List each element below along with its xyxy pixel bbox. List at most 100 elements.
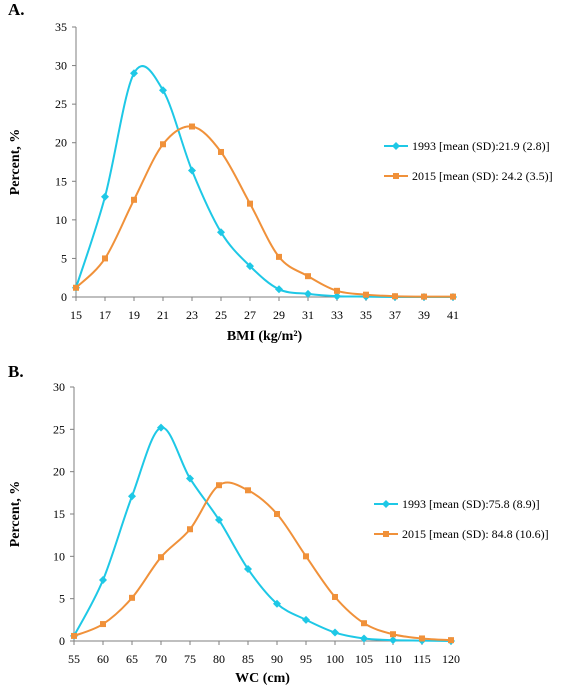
data-point <box>131 196 137 203</box>
x-tick-label: 100 <box>326 652 344 666</box>
x-tick-label: 39 <box>418 308 430 322</box>
data-point <box>216 482 222 489</box>
x-tick-label: 27 <box>244 308 256 322</box>
y-tick-label: 30 <box>55 59 67 73</box>
y-tick-label: 5 <box>59 592 65 606</box>
x-tick-label: 15 <box>70 308 82 322</box>
data-point <box>129 594 135 601</box>
data-point <box>448 637 454 644</box>
data-point <box>189 123 195 130</box>
x-tick-label: 37 <box>389 308 401 322</box>
y-tick-label: 25 <box>53 422 65 436</box>
x-tick-label: 23 <box>186 308 198 322</box>
data-point <box>421 293 427 300</box>
data-point <box>157 423 165 432</box>
series-2 <box>73 123 456 300</box>
x-tick-label: 115 <box>413 652 431 666</box>
y-tick-label: 35 <box>55 20 67 34</box>
x-tick-label: 19 <box>128 308 140 322</box>
series-1 <box>70 423 455 645</box>
x-tick-label: 31 <box>302 308 314 322</box>
x-tick-label: 29 <box>273 308 285 322</box>
data-point <box>389 636 397 645</box>
data-point <box>390 631 396 638</box>
x-tick-label: 120 <box>442 652 460 666</box>
data-point <box>275 285 283 294</box>
data-point <box>303 553 309 560</box>
x-tick-label: 90 <box>271 652 283 666</box>
legend-marker <box>392 142 400 150</box>
y-tick-label: 25 <box>55 97 67 111</box>
legend-entry-1: 1993 [mean (SD):21.9 (2.8)] <box>384 139 550 153</box>
data-point <box>244 565 252 574</box>
data-point <box>71 632 77 639</box>
x-tick-label: 17 <box>99 308 111 322</box>
data-point <box>99 576 107 585</box>
data-point <box>363 291 369 298</box>
data-point <box>188 166 196 175</box>
legend-marker <box>382 500 390 508</box>
legend-label: 2015 [mean (SD): 84.8 (10.6)] <box>402 527 549 541</box>
legend-entry-2: 2015 [mean (SD): 84.8 (10.6)] <box>374 527 549 541</box>
x-tick-label: 35 <box>360 308 372 322</box>
x-tick-label: 75 <box>184 652 196 666</box>
series-line <box>73 481 452 642</box>
data-point <box>247 200 253 207</box>
data-point <box>332 593 338 600</box>
legend-label: 2015 [mean (SD): 24.2 (3.5)] <box>412 169 553 183</box>
y-tick-label: 10 <box>53 549 65 563</box>
x-tick-label: 105 <box>355 652 373 666</box>
series-line <box>75 125 454 298</box>
data-point <box>333 292 341 301</box>
y-tick-label: 0 <box>59 634 65 648</box>
data-point <box>186 474 194 483</box>
data-point <box>361 620 367 627</box>
x-tick-label: 25 <box>215 308 227 322</box>
series-line <box>75 65 453 299</box>
data-point <box>245 487 251 494</box>
data-point <box>160 141 166 148</box>
data-point <box>360 634 368 643</box>
data-point <box>276 253 282 260</box>
legend-marker <box>383 531 389 537</box>
y-tick-label: 10 <box>55 213 67 227</box>
x-tick-label: 55 <box>68 652 80 666</box>
series-1 <box>72 65 457 301</box>
data-point <box>304 289 312 298</box>
data-point <box>217 228 225 237</box>
x-axis-title: BMI (kg/m²) <box>227 329 303 344</box>
legend-label: 1993 [mean (SD):75.8 (8.9)] <box>402 497 540 511</box>
y-tick-label: 15 <box>55 174 67 188</box>
y-axis-title: Percent, % <box>8 129 23 196</box>
y-tick-label: 15 <box>53 507 65 521</box>
data-point <box>274 511 280 517</box>
x-tick-label: 33 <box>331 308 343 322</box>
y-tick-label: 30 <box>53 380 65 394</box>
data-point <box>331 628 339 637</box>
legend-label: 1993 [mean (SD):21.9 (2.8)] <box>412 139 550 153</box>
x-tick-label: 60 <box>97 652 109 666</box>
data-point <box>215 515 223 524</box>
data-point <box>128 492 136 501</box>
y-tick-label: 20 <box>53 465 65 479</box>
legend-marker <box>393 173 399 179</box>
x-tick-label: 21 <box>157 308 169 322</box>
data-point <box>130 69 138 78</box>
data-point <box>246 262 254 271</box>
data-point <box>302 615 310 624</box>
data-point <box>419 635 425 642</box>
x-tick-label: 70 <box>155 652 167 666</box>
x-tick-label: 41 <box>447 308 459 322</box>
legend-entry-1: 1993 [mean (SD):75.8 (8.9)] <box>374 497 540 511</box>
x-tick-label: 85 <box>242 652 254 666</box>
x-tick-label: 80 <box>213 652 225 666</box>
data-point <box>101 192 109 201</box>
data-point <box>273 599 281 608</box>
data-point <box>158 554 164 561</box>
data-point <box>334 287 340 294</box>
chart-panel-2: B. 0 5 10 15 20 25 30 55 60 65 70 75 80 85 90 95 100 105 11… <box>8 362 549 685</box>
data-point <box>159 86 167 95</box>
data-point <box>187 526 193 533</box>
data-point <box>73 284 79 291</box>
